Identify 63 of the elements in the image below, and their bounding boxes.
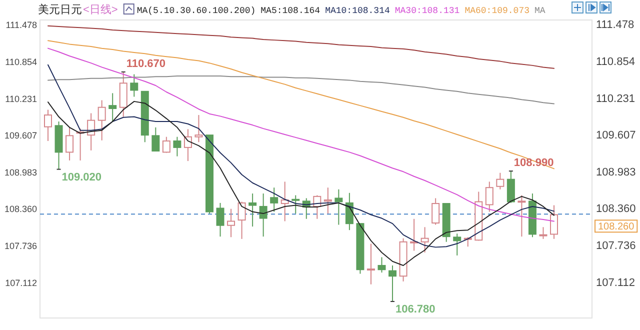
candlestick (496, 172, 504, 190)
candlestick (130, 74, 138, 98)
y-tick-label: 110.231 (5, 94, 37, 104)
text: 109.020 (62, 171, 102, 184)
candlestick (485, 181, 494, 212)
candlestick (432, 198, 440, 226)
text: MA10:108.314 (325, 6, 390, 16)
y-tick-label: 108.360 (4, 204, 37, 214)
candlestick (453, 233, 462, 256)
candlestick (66, 126, 74, 161)
chart-subtitle: <日线> (83, 3, 118, 16)
candlestick (98, 100, 106, 141)
candlestick (292, 194, 300, 214)
candlestick (238, 201, 246, 240)
y-tick-label: 110.854 (5, 57, 37, 68)
y2-tick-label: 110.231 (596, 92, 635, 105)
line-series (48, 76, 554, 104)
text: 110.670 (126, 58, 166, 70)
y-tick-label: 108.983 (4, 167, 37, 178)
candlestick (334, 188, 343, 226)
candlestick (539, 226, 548, 240)
candlestick (518, 194, 526, 238)
y-tick-label: 111.478 (6, 20, 37, 30)
candlestick (378, 256, 386, 274)
y2-tick-label: 109.607 (596, 130, 636, 142)
candlestick (162, 136, 170, 154)
candlestick (248, 192, 257, 228)
candlestick (173, 136, 182, 157)
candlestick (259, 192, 268, 238)
y2-tick-label: 107.736 (596, 240, 636, 252)
candlestick (194, 114, 203, 143)
candlestick (108, 92, 117, 122)
candlestick (550, 204, 558, 240)
candlestick (388, 264, 397, 302)
y2-tick-label: 110.854 (596, 56, 635, 68)
y2-tick-label: 107.112 (596, 276, 635, 289)
ref-line-label: 108.260 (598, 222, 635, 233)
y2-tick-label: 108.983 (596, 166, 636, 178)
text: 106.780 (396, 303, 436, 316)
legend-title: MA(5.10.30.60.100.200) (136, 6, 256, 16)
line-series (48, 40, 554, 170)
line-series (48, 25, 554, 69)
candlestick (420, 226, 429, 253)
text: MA (534, 6, 546, 16)
y-tick-label: 107.736 (4, 241, 37, 252)
y-tick-label: 107.112 (5, 278, 37, 288)
text: MA60:109.073 (464, 6, 530, 16)
y2-tick-label: 108.360 (596, 203, 636, 216)
text: MA30:108.131 (394, 6, 460, 16)
candlestick (44, 109, 52, 142)
chart-title: 美元日元 (38, 3, 82, 16)
candlestick (152, 126, 160, 152)
candlestick (410, 218, 418, 252)
y-tick-label: 109.607 (4, 130, 37, 141)
candlestick (506, 170, 515, 204)
candlestick (280, 181, 289, 222)
text: MA5:108.164 (260, 6, 320, 16)
candlestick (270, 187, 278, 212)
candlestick (366, 243, 375, 285)
candlestick (216, 202, 224, 238)
candlestick (227, 208, 236, 238)
candlestick (324, 187, 332, 214)
y2-tick-label: 111.478 (596, 19, 634, 32)
